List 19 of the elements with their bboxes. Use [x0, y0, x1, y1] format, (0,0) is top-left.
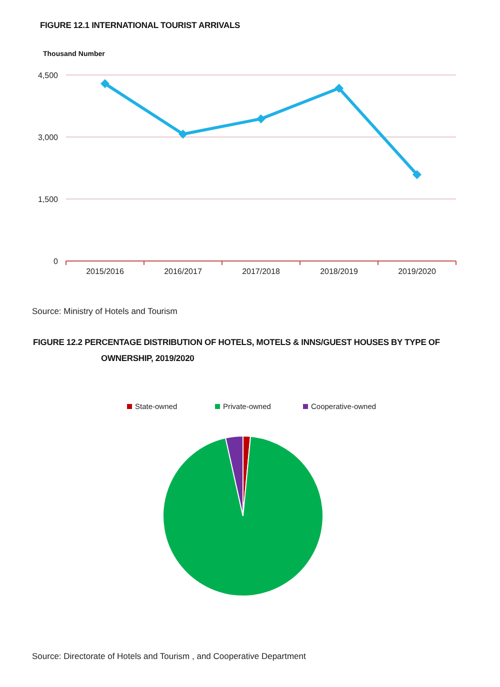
- pie-slice: [162, 436, 324, 596]
- point: [100, 79, 110, 88]
- y-tick-label: 4,500: [38, 70, 59, 80]
- point: [334, 84, 344, 93]
- point: [256, 114, 266, 124]
- source-note: Source: Directorate of Hotels and Tourism , and Cooperative Department: [32, 651, 306, 661]
- y-tick-label: 0: [54, 256, 59, 266]
- x-tick-label: 2017/2018: [242, 267, 280, 276]
- x-tick-label: 2015/2016: [86, 267, 124, 276]
- x-tick-label: 2016/2017: [164, 267, 202, 276]
- y-tick-label: 1,500: [38, 194, 59, 204]
- point: [412, 170, 422, 180]
- source-note: Source: Ministry of Hotels and Tourism: [32, 306, 178, 316]
- chart-title: FIGURE 12.1 INTERNATIONAL TOURIST ARRIVALS: [40, 20, 240, 30]
- x-tick-label: 2019/2020: [398, 267, 436, 276]
- x-tick-label: 2018/2019: [320, 267, 358, 276]
- y-tick-label: 3,000: [38, 132, 59, 142]
- point: [178, 130, 188, 139]
- chart-title: FIGURE 12.2 PERCENTAGE DISTRIBUTION OF HOTELS, MOTELS & INNS/GUEST HOUSES BY TYPE OF OWNERSHIP, 2019/2020: [33, 337, 440, 363]
